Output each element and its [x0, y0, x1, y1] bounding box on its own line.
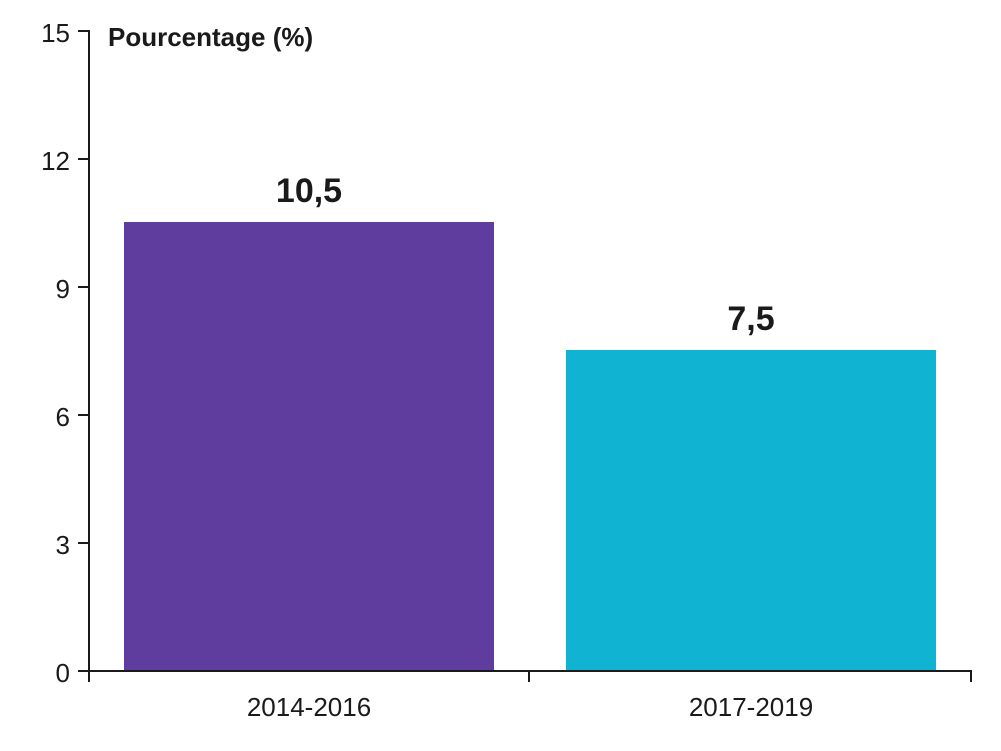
y-tick-mark: [78, 414, 90, 416]
y-axis-title: Pourcentage (%): [108, 22, 313, 53]
x-tick-mark: [528, 670, 530, 682]
y-tick-mark: [78, 286, 90, 288]
y-tick-mark: [78, 158, 90, 160]
y-axis-line: [88, 30, 90, 670]
y-tick-label: 12: [10, 146, 70, 177]
y-tick-label: 15: [10, 18, 70, 49]
y-tick-label: 6: [10, 402, 70, 433]
bar-value-label: 10,5: [124, 172, 494, 211]
y-tick-label: 0: [10, 658, 70, 689]
bar-2017-2019: [566, 350, 936, 670]
x-axis-line: [88, 670, 972, 672]
y-tick-mark: [78, 542, 90, 544]
x-tick-label: 2014-2016: [124, 692, 494, 723]
bar-value-label: 7,5: [566, 300, 936, 339]
x-tick-mark: [88, 670, 90, 682]
y-tick-mark: [78, 30, 90, 32]
bar-2014-2016: [124, 222, 494, 670]
y-tick-label: 9: [10, 274, 70, 305]
bar-chart: Pourcentage (%) 15 12 9 6 3 0 10,5 7,5 2…: [0, 0, 1001, 751]
y-tick-label: 3: [10, 530, 70, 561]
x-tick-label: 2017-2019: [566, 692, 936, 723]
x-tick-mark: [970, 670, 972, 682]
